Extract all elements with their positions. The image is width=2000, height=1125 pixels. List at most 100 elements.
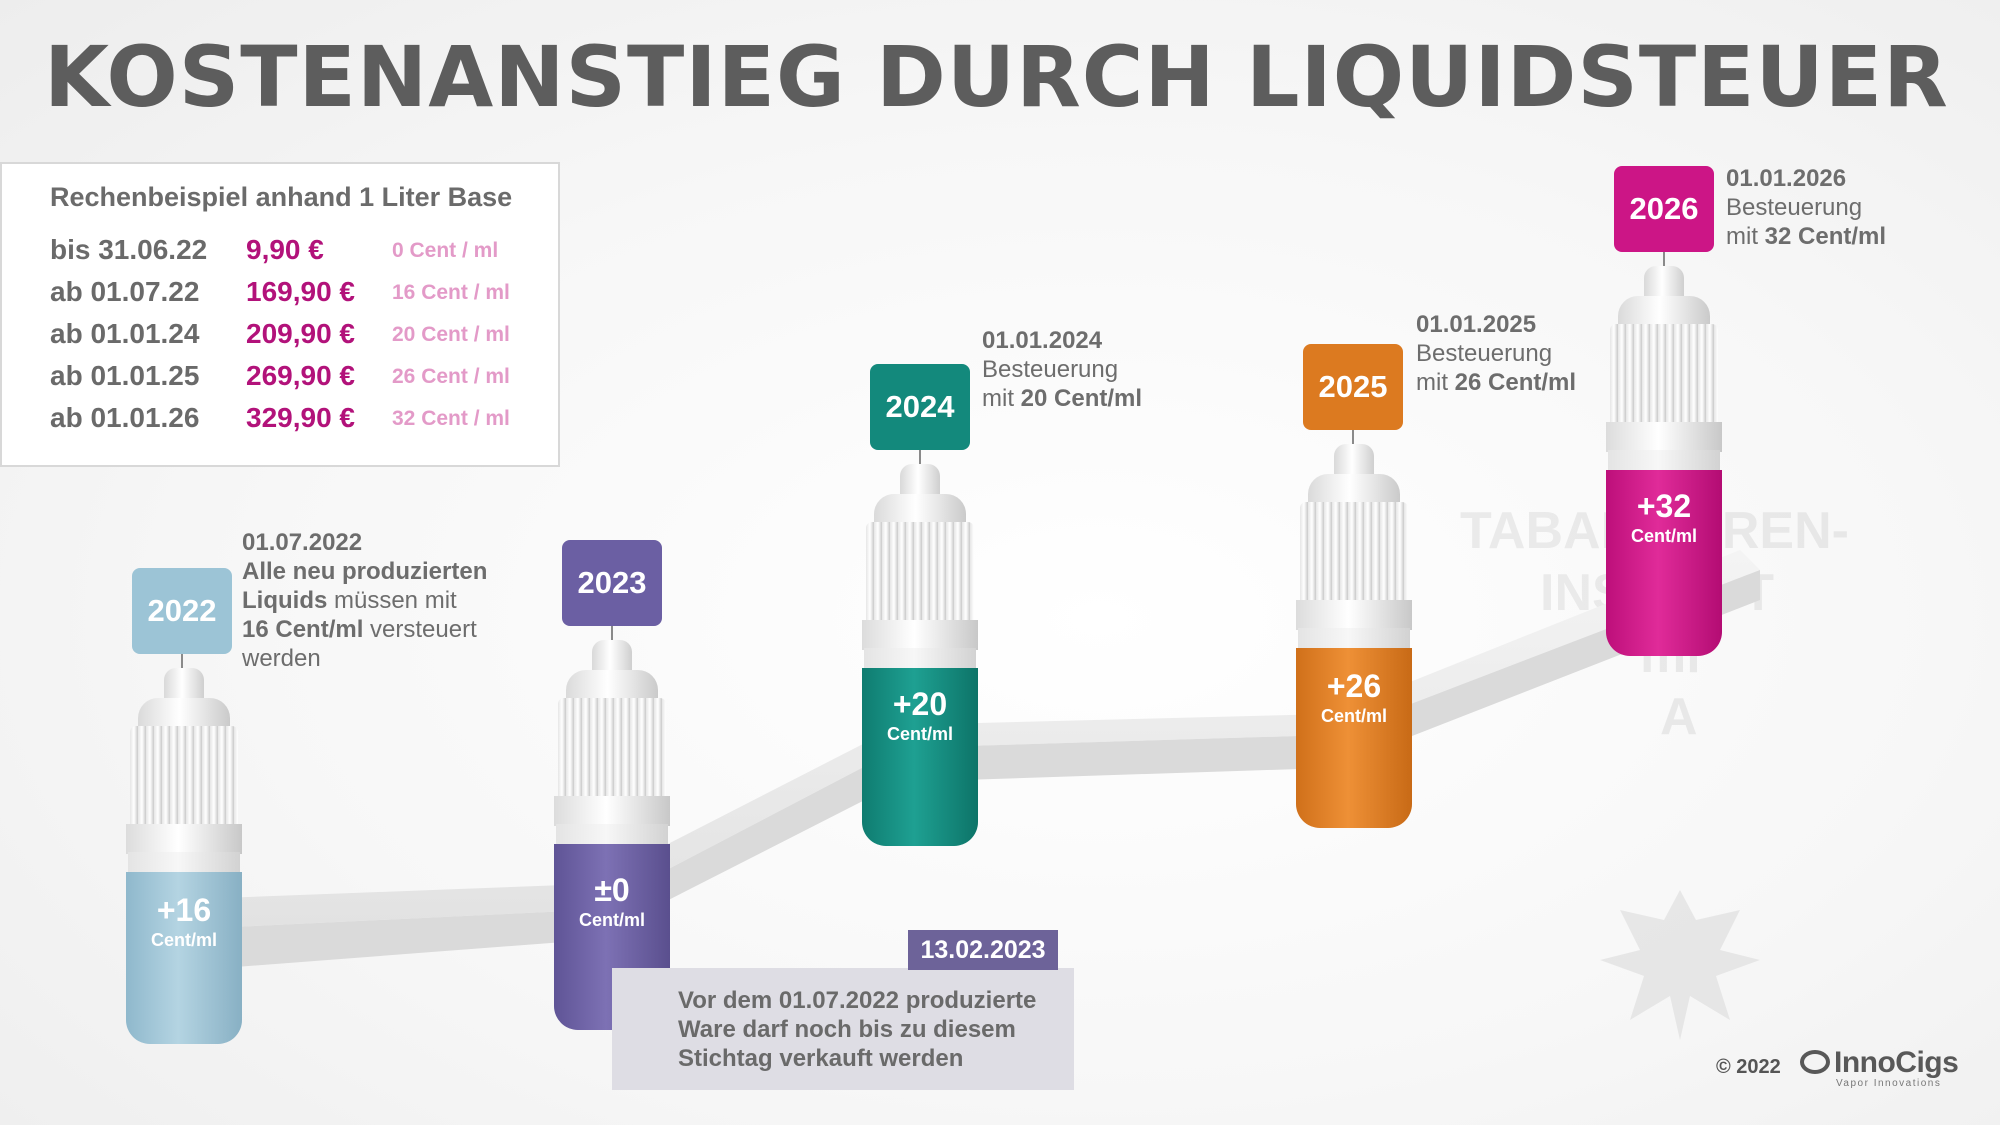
price-example-heading: Rechenbeispiel anhand 1 Liter Base <box>50 182 513 212</box>
tag-connector <box>611 626 613 642</box>
note-date: 01.07.2022 <box>242 529 363 556</box>
bottle-cap <box>1300 502 1408 602</box>
note-2025: 01.01.2025 Besteuerung mit 26 Cent/ml <box>1416 310 1576 397</box>
price-row: ab 01.01.26 329,90 € 32 Cent / ml <box>50 402 550 438</box>
bottle-cap <box>130 726 238 826</box>
tag-connector <box>919 450 921 466</box>
tag-connector <box>1352 430 1354 446</box>
bottle-cap <box>866 522 974 622</box>
price-row-rate: 20 Cent / ml <box>392 323 510 346</box>
step-amount: +32 <box>1636 488 1692 524</box>
bottle-cap <box>558 698 666 798</box>
note-text: mit <box>1416 369 1455 396</box>
tag-connector <box>1663 252 1665 268</box>
price-row-price: 269,90 € <box>246 360 355 391</box>
price-row-date: ab 01.07.22 <box>50 276 200 307</box>
bottle-ring <box>1606 422 1722 452</box>
bottle-body <box>1296 648 1412 828</box>
note-text: 16 Cent/ml <box>242 616 364 643</box>
bottle-tip <box>164 668 204 702</box>
price-row-rate: 0 Cent / ml <box>392 239 499 262</box>
note-2026: 01.01.2026 Besteuerung mit 32 Cent/ml <box>1726 164 1886 251</box>
step-amount: +26 <box>1326 668 1382 704</box>
price-row: ab 01.01.24 209,90 € 20 Cent / ml <box>50 318 550 354</box>
bottle-ring <box>126 824 242 854</box>
bottle-shoulder <box>874 494 966 524</box>
price-row-price: 329,90 € <box>246 402 355 433</box>
year-tag-2026: 2026 <box>1614 166 1714 252</box>
eagle-icon <box>1600 890 1760 1040</box>
price-row: bis 31.06.22 9,90 € 0 Cent / ml <box>50 234 550 270</box>
price-row-date: bis 31.06.22 <box>50 234 208 265</box>
step-amount: +20 <box>892 686 948 722</box>
price-row-rate: 32 Cent / ml <box>392 407 510 430</box>
price-row-rate: 26 Cent / ml <box>392 365 510 388</box>
price-row-date: ab 01.01.25 <box>50 360 200 391</box>
note-text: Besteuerung <box>1416 340 1553 367</box>
year-tag-2023: 2023 <box>562 540 662 626</box>
stichtag-line: Stichtag verkauft werden <box>678 1045 964 1072</box>
note-text: mit <box>1726 223 1765 250</box>
note-text: müssen mit <box>327 587 457 614</box>
note-2024: 01.01.2024 Besteuerung mit 20 Cent/ml <box>982 326 1142 413</box>
brand-logo: InnoCigs Vapor Innovations <box>1800 1046 1959 1089</box>
bottle-shoulder <box>1308 474 1400 504</box>
note-text: 26 Cent/ml <box>1454 369 1577 396</box>
logo-tagline: Vapor Innovations <box>1836 1078 1942 1089</box>
logo-icon <box>1800 1050 1830 1074</box>
bottle-shoulder <box>138 698 230 728</box>
note-text: werden <box>242 645 321 672</box>
bottle-ring <box>864 648 976 670</box>
bottle-ring <box>1298 628 1410 650</box>
price-row: ab 01.01.25 269,90 € 26 Cent / ml <box>50 360 550 396</box>
tag-connector <box>181 654 183 670</box>
step-unit: Cent/ml <box>150 930 217 950</box>
price-row-price: 169,90 € <box>246 276 355 307</box>
year-tag-2025: 2025 <box>1303 344 1403 430</box>
bottle-cap <box>1610 324 1718 424</box>
bottle-ring <box>554 796 670 826</box>
note-text: Liquids <box>242 587 328 614</box>
page-title: KOSTENANSTIEG DURCH LIQUIDSTEUER <box>44 28 1949 126</box>
bottle-ring <box>128 852 240 874</box>
bottle-body <box>126 872 242 1044</box>
note-text: 20 Cent/ml <box>1020 385 1143 412</box>
note-text: mit <box>982 385 1021 412</box>
stichtag-note: Vor dem 01.07.2022 produzierte Ware darf… <box>612 968 1074 1090</box>
bottle-shoulder <box>566 670 658 700</box>
seal-line: A <box>1660 688 1698 746</box>
bottle-shoulder <box>1618 296 1710 326</box>
bottle-tip <box>1644 266 1684 300</box>
bottle-ring <box>556 824 668 846</box>
price-row: ab 01.07.22 169,90 € 16 Cent / ml <box>50 276 550 312</box>
bottle-tip <box>592 640 632 674</box>
price-example-box: Rechenbeispiel anhand 1 Liter Base bis 3… <box>0 162 560 467</box>
bottle-tip <box>900 464 940 498</box>
step-unit: Cent/ml <box>886 724 953 744</box>
note-text: Besteuerung <box>982 356 1119 383</box>
price-row-price: 9,90 € <box>246 234 324 265</box>
step-amount: ±0 <box>594 872 630 908</box>
note-date: 01.01.2026 <box>1726 165 1847 192</box>
stichtag-line: Vor dem 01.07.2022 produzierte <box>678 987 1037 1014</box>
year-tag-2024: 2024 <box>870 364 970 450</box>
year-tag-2022: 2022 <box>132 568 232 654</box>
bottle-body <box>862 668 978 846</box>
note-2022: 01.07.2022 Alle neu produzierten Liquids… <box>242 528 487 673</box>
step-unit: Cent/ml <box>1320 706 1387 726</box>
price-row-date: ab 01.01.26 <box>50 402 200 433</box>
copyright: © 2022 <box>1716 1056 1781 1078</box>
logo-name: InnoCigs <box>1834 1046 1959 1079</box>
step-unit: Cent/ml <box>1630 526 1697 546</box>
price-row-date: ab 01.01.24 <box>50 318 200 349</box>
stichtag-date-badge: 13.02.2023 <box>908 930 1058 970</box>
price-row-rate: 16 Cent / ml <box>392 281 510 304</box>
note-date: 01.01.2025 <box>1416 311 1537 338</box>
note-text: Alle neu produzierten <box>242 558 488 585</box>
bottle-ring <box>1296 600 1412 630</box>
note-text: 32 Cent/ml <box>1764 223 1887 250</box>
bottle-tip <box>1334 444 1374 478</box>
bottle-ring <box>862 620 978 650</box>
note-text: Besteuerung <box>1726 194 1863 221</box>
bottle-ring <box>1608 450 1720 472</box>
